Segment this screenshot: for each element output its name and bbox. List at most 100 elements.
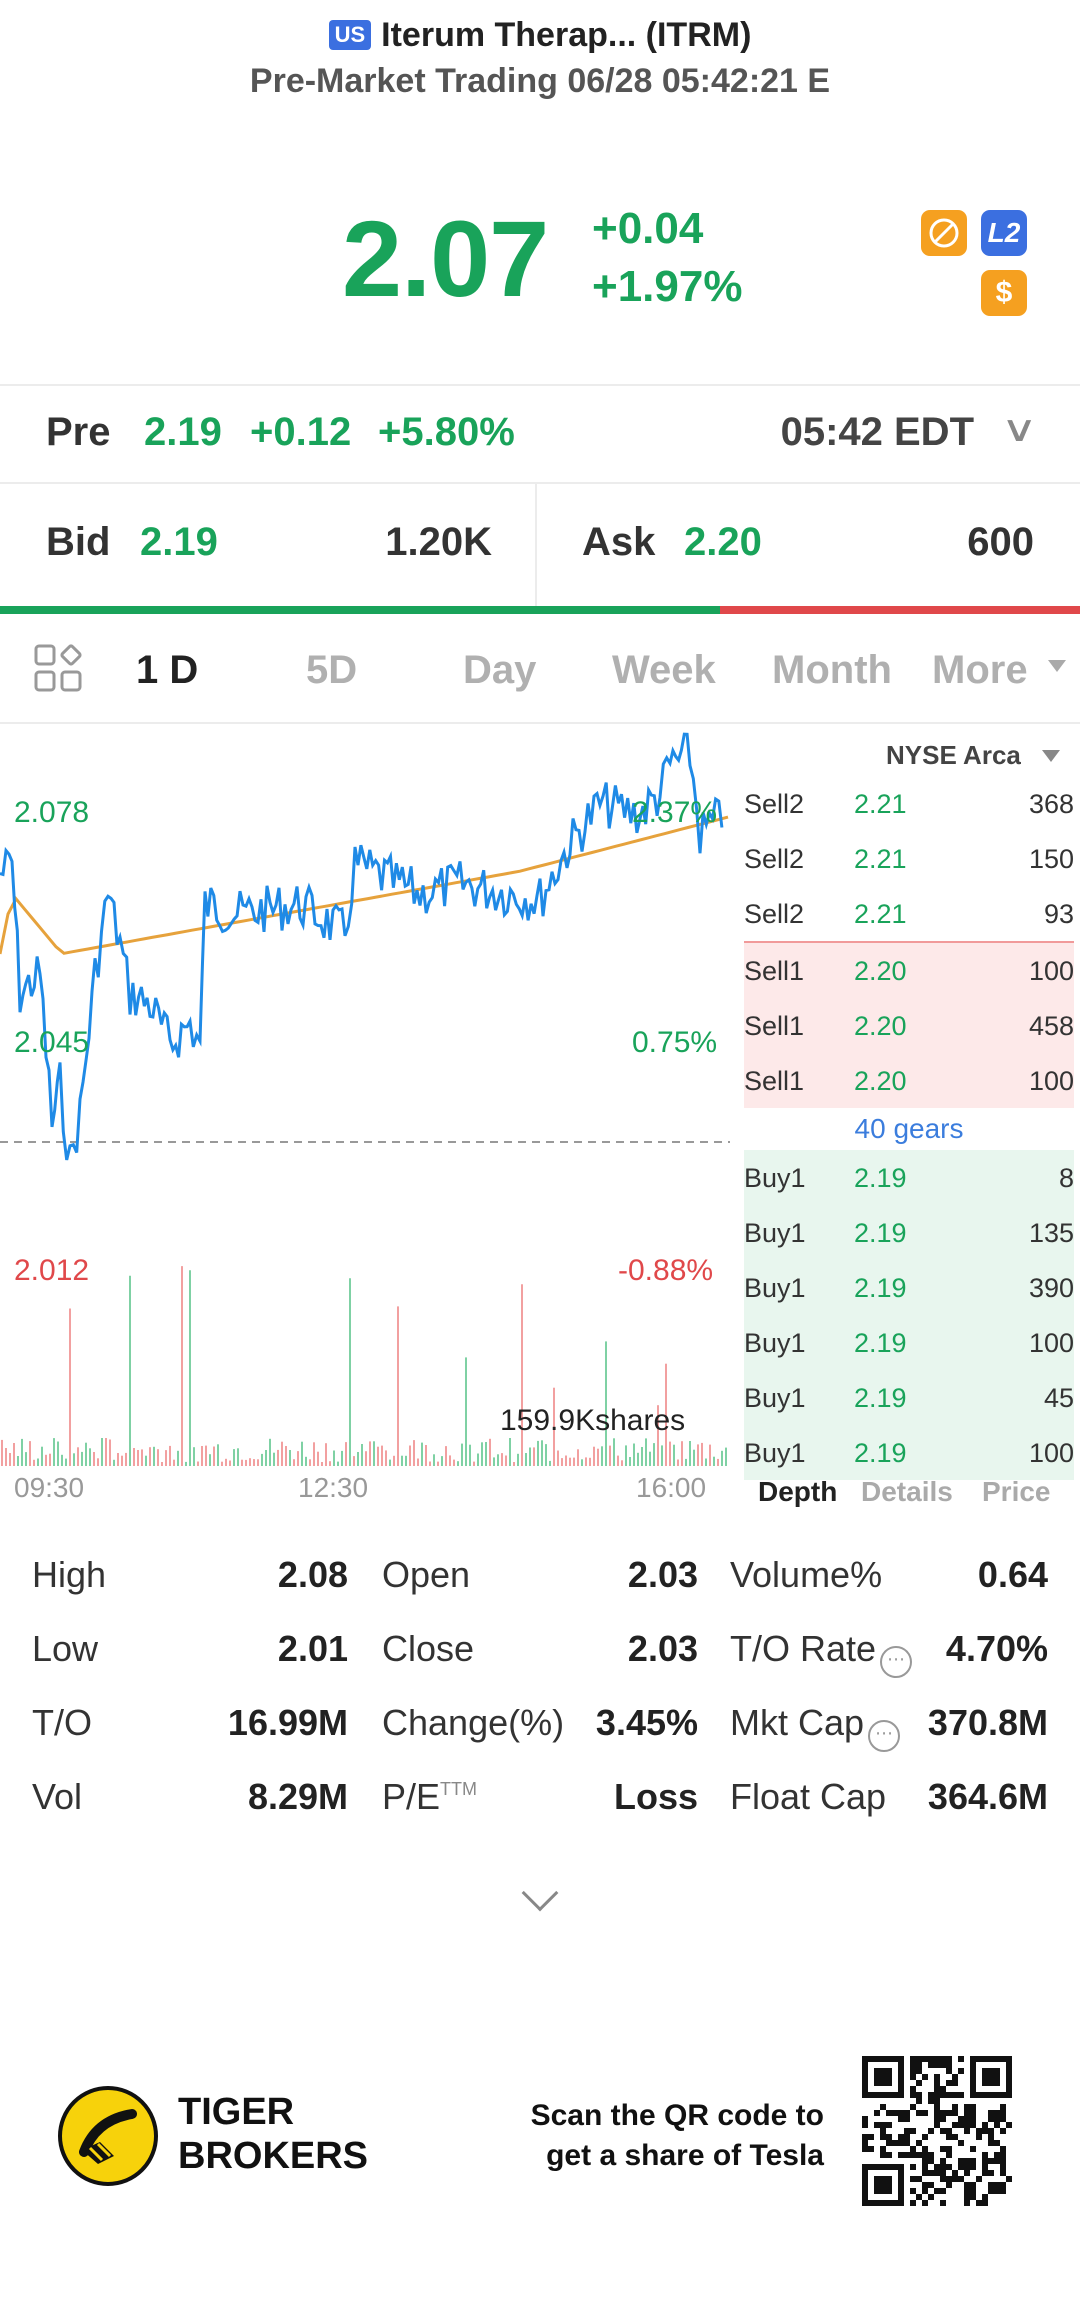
order-book-row: Buy1 2.19 135 bbox=[744, 1205, 1074, 1260]
qr-module bbox=[934, 2056, 940, 2062]
qr-module bbox=[916, 2140, 922, 2146]
qr-module bbox=[994, 2068, 1000, 2074]
intraday-chart[interactable] bbox=[0, 724, 740, 1524]
qr-module bbox=[976, 2176, 982, 2182]
qr-module bbox=[976, 2056, 982, 2062]
qr-module bbox=[940, 2170, 946, 2176]
ask-label: Ask bbox=[582, 520, 656, 564]
level2-icon[interactable]: L2 bbox=[981, 210, 1027, 256]
no-shorting-icon[interactable] bbox=[921, 210, 967, 256]
pct-axis-low: -0.88% bbox=[618, 1254, 714, 1287]
tiger-logo-icon bbox=[58, 2086, 158, 2186]
qr-caption: Scan the QR code to get a share of Tesla bbox=[530, 2099, 824, 2172]
qr-module bbox=[862, 2140, 868, 2146]
tab-5d[interactable]: 5D bbox=[306, 648, 358, 692]
qr-module bbox=[922, 2152, 928, 2158]
qr-module bbox=[898, 2200, 904, 2206]
qr-module bbox=[970, 2074, 976, 2080]
pct-axis-mid: 0.75% bbox=[632, 1026, 718, 1059]
qr-module bbox=[880, 2104, 886, 2110]
qr-module bbox=[952, 2122, 958, 2128]
chevron-down-icon[interactable] bbox=[521, 1874, 559, 1912]
qr-code-icon bbox=[862, 2056, 1012, 2206]
qr-module bbox=[970, 2194, 976, 2200]
qr-module bbox=[934, 2122, 940, 2128]
qr-module bbox=[868, 2146, 874, 2152]
stock-title[interactable]: US Iterum Therap... (ITRM) bbox=[0, 16, 1080, 55]
more-info-icon[interactable]: ⋯ bbox=[868, 1720, 901, 1752]
tab-month[interactable]: Month bbox=[772, 648, 892, 692]
qr-module bbox=[982, 2152, 988, 2158]
qr-module bbox=[988, 2182, 994, 2188]
pre-market-row[interactable]: Pre 2.19 +0.12 +5.80% 05:42 EDT ∨ bbox=[0, 386, 1080, 482]
qr-module bbox=[928, 2128, 934, 2134]
qr-module bbox=[874, 2074, 880, 2080]
qr-module bbox=[988, 2134, 994, 2140]
qr-module bbox=[940, 2128, 946, 2134]
qr-module bbox=[886, 2200, 892, 2206]
tab-1d[interactable]: 1 D bbox=[136, 648, 199, 692]
qr-module bbox=[952, 2092, 958, 2098]
qr-module bbox=[946, 2110, 952, 2116]
order-book-row: Buy1 2.19 45 bbox=[744, 1370, 1074, 1425]
qr-module bbox=[940, 2188, 946, 2194]
qr-module bbox=[964, 2182, 970, 2188]
qr-module bbox=[970, 2164, 976, 2170]
qr-module bbox=[916, 2068, 922, 2074]
qr-module bbox=[916, 2080, 922, 2086]
qr-module bbox=[898, 2074, 904, 2080]
caret-down-icon[interactable] bbox=[1042, 750, 1060, 762]
qr-module bbox=[940, 2200, 946, 2206]
qr-module bbox=[1000, 2104, 1006, 2110]
qr-module bbox=[898, 2062, 904, 2068]
qr-module bbox=[922, 2182, 928, 2188]
qr-module bbox=[898, 2152, 904, 2158]
qr-module bbox=[988, 2080, 994, 2086]
qr-module bbox=[964, 2164, 970, 2170]
qr-module bbox=[874, 2188, 880, 2194]
tab-more[interactable]: More bbox=[932, 648, 1028, 692]
qr-module bbox=[994, 2188, 1000, 2194]
qr-module bbox=[874, 2080, 880, 2086]
qr-module bbox=[952, 2074, 958, 2080]
qr-module bbox=[916, 2092, 922, 2098]
qr-module bbox=[970, 2110, 976, 2116]
qr-module bbox=[970, 2056, 976, 2062]
gears-label[interactable]: 40 gears bbox=[854, 1113, 964, 1144]
qr-module bbox=[958, 2068, 964, 2074]
tab-price[interactable]: Price bbox=[982, 1476, 1051, 1507]
chevron-down-icon[interactable]: ∨ bbox=[1000, 408, 1038, 449]
qr-module bbox=[964, 2158, 970, 2164]
grid-icon[interactable] bbox=[34, 644, 82, 692]
tab-week[interactable]: Week bbox=[612, 648, 716, 692]
more-info-icon[interactable]: ⋯ bbox=[880, 1646, 913, 1678]
qr-module bbox=[886, 2134, 892, 2140]
qr-module bbox=[988, 2116, 994, 2122]
qr-module bbox=[934, 2062, 940, 2068]
tab-details[interactable]: Details bbox=[861, 1476, 953, 1507]
qr-module bbox=[886, 2182, 892, 2188]
qr-module bbox=[1006, 2176, 1012, 2182]
qr-module bbox=[898, 2188, 904, 2194]
qr-module bbox=[1000, 2056, 1006, 2062]
exchange-selector[interactable]: NYSE Arca bbox=[886, 740, 1021, 770]
qr-module bbox=[880, 2146, 886, 2152]
qr-module bbox=[988, 2110, 994, 2116]
qr-module bbox=[892, 2092, 898, 2098]
qr-module bbox=[862, 2200, 868, 2206]
qr-module bbox=[946, 2134, 952, 2140]
qr-module bbox=[934, 2074, 940, 2080]
qr-module bbox=[1000, 2146, 1006, 2152]
qr-module bbox=[988, 2092, 994, 2098]
qr-module bbox=[952, 2110, 958, 2116]
qr-module bbox=[892, 2200, 898, 2206]
tab-day[interactable]: Day bbox=[463, 648, 537, 692]
qr-module bbox=[994, 2152, 1000, 2158]
tab-depth[interactable]: Depth bbox=[758, 1476, 838, 1507]
qr-module bbox=[994, 2080, 1000, 2086]
qr-module bbox=[916, 2152, 922, 2158]
ask-size: 600 bbox=[967, 520, 1034, 564]
qr-module bbox=[898, 2116, 904, 2122]
order-book-row: Sell2 2.21 93 bbox=[744, 899, 1074, 929]
dollar-icon[interactable]: $ bbox=[981, 270, 1027, 316]
